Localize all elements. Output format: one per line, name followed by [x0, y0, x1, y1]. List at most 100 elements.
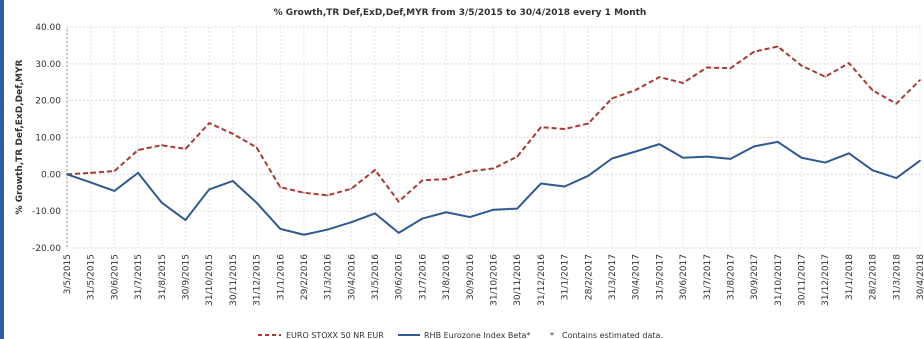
series-2-point	[445, 211, 447, 214]
series-2-point	[113, 190, 116, 192]
y-tick-label: -20.00	[32, 244, 61, 254]
legend-note-text: Contains estimated data.	[562, 331, 663, 339]
x-tick-label: 30/11/2017	[798, 254, 808, 306]
x-tick-label: 30/4/2017	[632, 254, 642, 300]
series-2-point	[682, 156, 684, 159]
x-tick-label: 31/5/2017	[655, 254, 665, 300]
x-tick-label: 3/5/2015	[63, 254, 73, 294]
x-tick-label: 30/4/2018	[916, 254, 924, 300]
x-tick-label: 31/1/2017	[561, 254, 571, 300]
series-1-point	[137, 149, 139, 151]
series-1-point	[445, 178, 447, 180]
legend-note-symbol: *	[550, 331, 554, 339]
series-2-point	[919, 159, 921, 162]
series-1-point	[350, 187, 353, 190]
series-1-point	[89, 172, 92, 174]
x-tick-label: 30/9/2017	[750, 254, 760, 300]
series-1-point	[540, 126, 542, 128]
x-tick-label: 31/8/2017	[726, 254, 736, 300]
series-2-point	[871, 169, 874, 172]
series-1-point	[563, 128, 566, 130]
series-1-point	[516, 155, 518, 158]
series-1-point	[895, 102, 898, 105]
y-tick-labels: 40.00 30.00 20.00 10.00 0.00 -10.00 -20.00	[32, 23, 61, 254]
chart-title: % Growth,TR Def,ExD,Def,MYR from 3/5/201…	[274, 8, 647, 18]
series-2-point	[848, 152, 850, 155]
x-tick-label: 31/10/2015	[205, 254, 215, 306]
x-tick-label: 30/9/2015	[181, 254, 191, 300]
series-2-point	[374, 212, 376, 215]
series-1-point	[753, 50, 755, 53]
series-1-point	[729, 67, 732, 70]
series-1-point	[919, 79, 921, 81]
x-tick-label: 31/8/2016	[442, 254, 452, 300]
legend-label-rhb: RHB Eurozone Index Beta*	[424, 331, 530, 339]
series-1-point	[800, 64, 803, 67]
x-tick-label: 30/4/2016	[347, 254, 357, 300]
x-tick-label: 30/11/2016	[513, 254, 523, 306]
series-2-point	[492, 208, 495, 211]
series-1-point	[611, 97, 613, 100]
x-tick-label: 30/6/2017	[679, 254, 689, 300]
gridlines	[66, 26, 921, 249]
x-tick-label: 30/11/2015	[229, 254, 239, 306]
series-2-point	[540, 182, 542, 185]
series-1-point	[777, 45, 779, 48]
series-1-point	[634, 89, 637, 91]
series-1-point	[469, 170, 471, 173]
y-tick-label: 10.00	[35, 134, 61, 144]
y-axis-label: % Growth,TR Def,ExD,Def,MYR	[15, 59, 25, 214]
x-tick-label: 31/7/2015	[134, 254, 144, 300]
series-1-point	[303, 191, 305, 194]
x-tick-label: 31/12/2015	[253, 254, 263, 306]
series-2-point	[729, 158, 732, 160]
series-1-point	[255, 146, 258, 149]
x-tick-label: 30/6/2016	[395, 254, 405, 300]
series-2-point	[89, 181, 92, 184]
x-tick-label: 31/1/2016	[276, 254, 286, 300]
x-tick-label: 31/8/2015	[158, 254, 168, 300]
series-2-point	[611, 157, 613, 160]
series-2-point	[208, 188, 210, 191]
series-2-point	[350, 221, 353, 224]
x-tick-label: 28/2/2017	[584, 254, 594, 300]
series-2-point	[587, 175, 590, 177]
series-2-point	[516, 207, 518, 210]
series-1-point	[160, 144, 163, 147]
series-1-point	[184, 148, 187, 150]
series-1-point	[871, 89, 874, 92]
series-1-point	[848, 62, 850, 64]
x-tick-label: 31/3/2017	[608, 254, 618, 300]
series-1-point	[587, 122, 590, 125]
series-1-point	[682, 82, 684, 84]
series-1-point	[113, 170, 116, 172]
x-tick-label: 31/10/2017	[774, 254, 784, 306]
series-2-point	[66, 173, 68, 176]
y-tick-label: 40.00	[35, 23, 61, 33]
series-2-point	[326, 228, 329, 231]
x-tick-label: 31/12/2017	[821, 254, 831, 306]
series-2-point	[469, 216, 471, 218]
y-tick-label: 20.00	[35, 97, 61, 107]
x-tick-label: 28/2/2018	[869, 254, 879, 300]
series-2-point	[634, 150, 637, 153]
x-tick-label: 29/2/2016	[300, 254, 310, 300]
series-2-point	[184, 219, 187, 221]
series-2-point	[824, 161, 827, 164]
x-tick-labels: 3/5/2015 31/5/2015 30/6/2015 31/7/2015 31/8/…	[63, 254, 924, 306]
series-1-point	[232, 133, 234, 135]
x-tick-label: 30/9/2016	[466, 254, 476, 300]
series-2-point	[800, 156, 803, 159]
series-2-point	[279, 228, 282, 230]
series-2-point	[705, 155, 708, 158]
series-2-point	[303, 233, 305, 236]
series-1-point	[824, 75, 827, 78]
x-tick-label: 31/1/2018	[845, 254, 855, 300]
x-tick-label: 31/7/2017	[703, 254, 713, 300]
series-2-point	[255, 201, 258, 204]
x-tick-label: 31/3/2016	[324, 254, 334, 300]
series-2-point	[137, 172, 139, 174]
x-tick-label: 31/3/2018	[892, 254, 902, 300]
x-tick-label: 31/7/2016	[418, 254, 428, 300]
